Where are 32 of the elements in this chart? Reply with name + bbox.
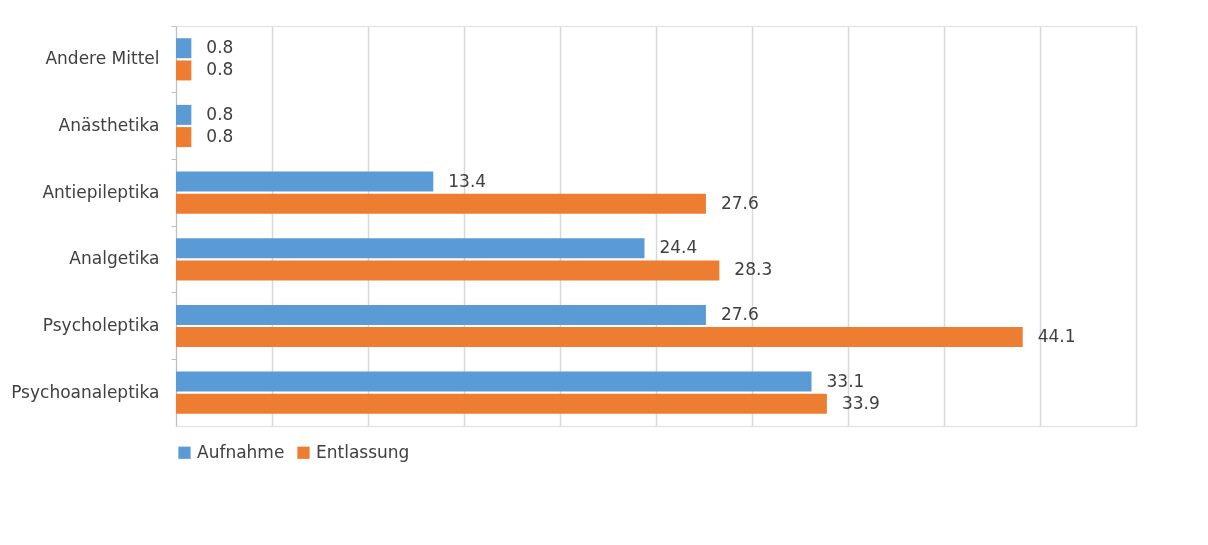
bar [176,327,1023,348]
data-label: 24.4 [659,237,698,258]
y-tick-label: Psychoanaleptika [11,381,160,402]
bar [176,393,827,414]
data-label: 13.4 [448,170,487,191]
bar [176,193,706,214]
bar [176,127,192,148]
y-tick-label: Analgetika [69,248,160,269]
data-label: 0.8 [206,37,234,58]
bar [176,60,192,81]
data-label: 27.6 [720,303,759,324]
legend-label: Aufnahme [197,441,285,462]
data-label: 27.6 [720,192,759,213]
data-label: 0.8 [206,103,234,124]
bar [176,171,434,192]
legend-label: Entlassung [316,441,410,462]
y-tick-label: Andere Mittel [45,48,160,69]
y-tick-label: Psycholeptika [42,315,160,335]
bar [176,304,706,325]
data-label: 33.9 [841,392,880,413]
bar [176,104,192,125]
y-tick-label: Anästhetika [58,115,160,135]
bar [176,238,645,259]
bar [176,371,812,392]
data-label: 0.8 [206,126,234,147]
bar [176,260,720,281]
y-tick-label: Antiepileptika [42,181,160,202]
bar [176,38,192,59]
data-label: 33.1 [826,370,865,391]
data-label: 44.1 [1037,326,1076,347]
data-label: 0.8 [206,59,234,80]
data-label: 28.3 [734,259,773,280]
